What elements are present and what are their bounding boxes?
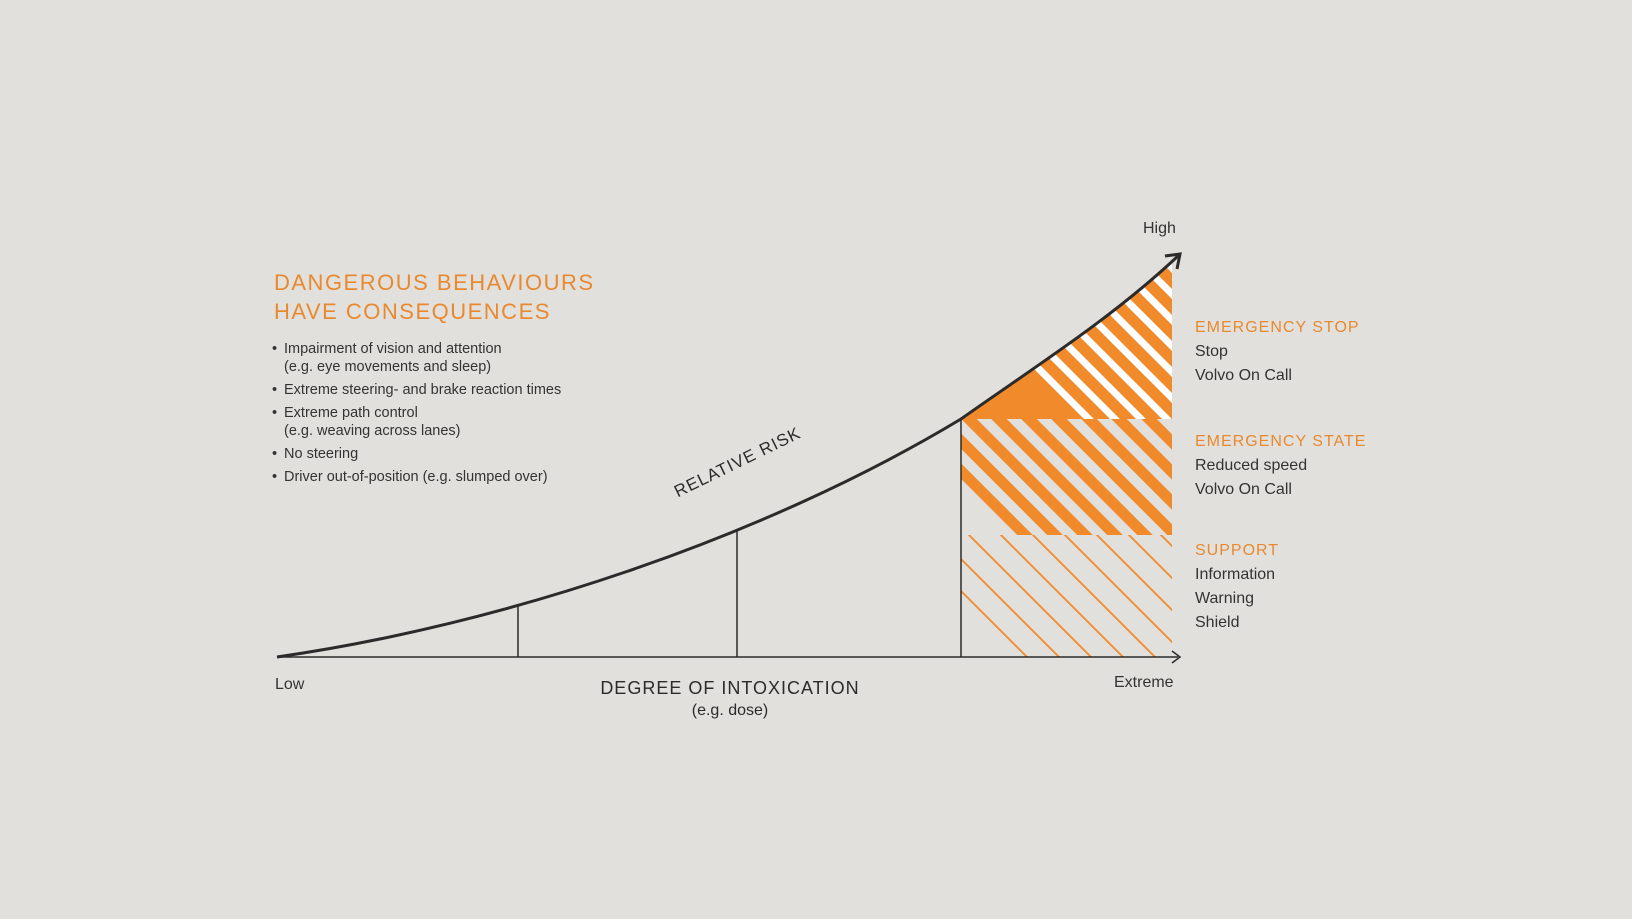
emergency-state-label: EMERGENCY STATE Reduced speed Volvo On C… — [1195, 430, 1366, 502]
list-item: No steering — [272, 445, 561, 463]
list-item-subtext: (e.g. weaving across lanes) — [284, 423, 461, 439]
hatch-stripe — [1021, 419, 1153, 535]
list-item-text: Impairment of vision and attention — [284, 341, 502, 357]
emergency-state-zone — [961, 419, 1172, 535]
relative-risk-curve — [276, 254, 1180, 659]
list-item: Driver out-of-position (e.g. slumped ove… — [272, 468, 561, 486]
x-axis-title-text: DEGREE OF INTOXICATION — [600, 678, 860, 698]
hatch-stripe — [1031, 535, 1157, 657]
y-axis-high-label: High — [1143, 220, 1176, 237]
list-item-text: Extreme steering- and brake reaction tim… — [284, 382, 562, 398]
list-item-text: Driver out-of-position (e.g. slumped ove… — [284, 469, 548, 485]
hatch-stripe — [961, 433, 1063, 535]
list-item-text: Extreme path control — [284, 405, 418, 421]
support-label: SUPPORT Information Warning Shield — [1195, 539, 1279, 635]
x-axis-arrow-icon — [1171, 650, 1182, 664]
zone-title: SUPPORT — [1195, 542, 1280, 559]
hatch-stripe — [1127, 535, 1172, 580]
list-item: Impairment of vision and attention (e.g.… — [272, 340, 561, 376]
behaviours-list: Impairment of vision and attention (e.g.… — [272, 340, 561, 491]
hatch-stripe — [1095, 535, 1172, 612]
zone-item: Stop — [1195, 343, 1228, 360]
hatch-stripe — [1051, 419, 1172, 535]
hatch-stripe — [961, 419, 1093, 535]
zone-item: Warning — [1195, 590, 1254, 607]
list-item: Extreme steering- and brake reaction tim… — [272, 381, 561, 399]
list-item-text: No steering — [284, 446, 359, 462]
x-axis-extreme-label: Extreme — [1114, 674, 1174, 691]
hatch-stripe — [967, 535, 1093, 657]
hatch-stripe — [999, 535, 1125, 657]
zone-title: EMERGENCY STOP — [1195, 319, 1360, 336]
x-axis-subtitle: (e.g. dose) — [691, 702, 769, 719]
zone-item: Volvo On Call — [1195, 367, 1292, 384]
zone-title: EMERGENCY STATE — [1195, 433, 1367, 450]
zone-item: Shield — [1195, 614, 1240, 631]
hatch-stripe — [1063, 535, 1172, 644]
zone-item: Reduced speed — [1195, 457, 1308, 474]
x-axis-low-label: Low — [275, 676, 305, 693]
hatch-stripe — [991, 419, 1123, 535]
zone-item: Volvo On Call — [1195, 481, 1292, 498]
list-item: Extreme path control (e.g. weaving acros… — [272, 404, 561, 440]
curve-arrow-icon — [1164, 252, 1182, 270]
hatch-stripe — [961, 557, 1061, 657]
hatch-stripe — [961, 589, 1029, 657]
list-item-subtext: (e.g. eye movements and sleep) — [284, 359, 492, 375]
hatch-stripe — [1141, 419, 1172, 450]
zone-item: Information — [1195, 566, 1276, 583]
heading-line-2: HAVE CONSEQUENCES — [274, 299, 551, 324]
hatch-stripe — [1081, 419, 1172, 510]
heading-line-1: DANGEROUS BEHAVIOURS — [274, 270, 595, 295]
hatch-stripe — [961, 463, 1033, 535]
behaviours-heading: DANGEROUS BEHAVIOURS HAVE CONSEQUENCES — [274, 268, 595, 326]
support-zone — [961, 535, 1172, 657]
hatch-stripe — [1111, 419, 1172, 480]
emergency-stop-label: EMERGENCY STOP Stop Volvo On Call — [1195, 316, 1360, 388]
x-axis-title: DEGREE OF INTOXICATION (e.g. dose) — [560, 676, 900, 722]
